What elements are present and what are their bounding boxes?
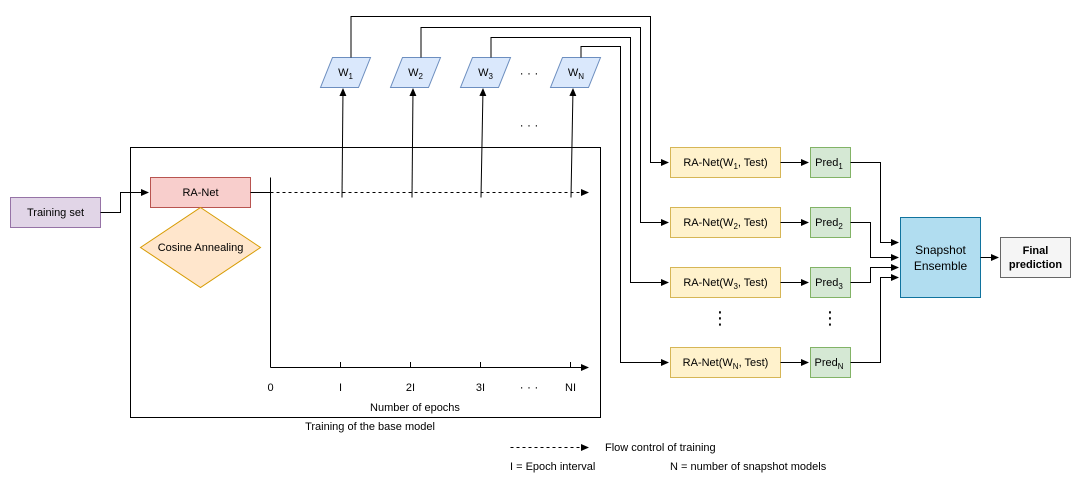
weight-label-1: W1 bbox=[338, 67, 353, 81]
model-ellipsis: ⋮ bbox=[711, 308, 729, 328]
model-label-n: RA-Net(WN, Test) bbox=[683, 357, 769, 371]
tick-label-0: 0 bbox=[267, 382, 273, 394]
snapshot-ellipsis: · · · bbox=[520, 118, 539, 132]
tick-label-1: I bbox=[339, 382, 342, 394]
training-set-label: Training set bbox=[27, 207, 84, 219]
model-node-2 bbox=[670, 207, 781, 238]
axis-tick-marks bbox=[340, 362, 571, 368]
model-node-n bbox=[670, 347, 781, 378]
weight-label-n: WN bbox=[568, 67, 584, 81]
model-node-1 bbox=[670, 147, 781, 178]
final-prediction-label: Final prediction bbox=[1009, 245, 1062, 271]
tick-label-3: 3I bbox=[476, 382, 485, 394]
pred-label-3: Pred3 bbox=[815, 277, 843, 291]
pred-to-ensemble-arrows bbox=[850, 162, 899, 363]
snapshot-arrows bbox=[339, 88, 577, 198]
pred-label-1: Pred1 bbox=[815, 157, 843, 171]
weight-label-3: W3 bbox=[478, 67, 493, 81]
weight-node-2 bbox=[389, 57, 442, 88]
tick-ellipsis: · · · bbox=[520, 380, 539, 394]
legend-interval: I = Epoch interval bbox=[510, 461, 595, 473]
cosine-annealing-label: Cosine Annealing bbox=[158, 242, 244, 254]
model-label-2: RA-Net(W2, Test) bbox=[683, 217, 767, 231]
weight-node-n bbox=[549, 57, 602, 88]
snapshot-ensemble-label: Snapshot Ensemble bbox=[914, 243, 968, 273]
weight-ellipsis: · · · bbox=[520, 66, 539, 80]
pred-node-1 bbox=[810, 147, 851, 178]
model-label-1: RA-Net(W1, Test) bbox=[683, 157, 767, 171]
legend-n-models: N = number of snapshot models bbox=[670, 461, 827, 473]
pred-ellipsis: ⋮ bbox=[821, 308, 839, 328]
base-model-box bbox=[130, 147, 601, 418]
weight-node-3 bbox=[459, 57, 512, 88]
tick-label-2: 2I bbox=[406, 382, 415, 394]
model-node-3 bbox=[670, 267, 781, 298]
tick-label-n: NI bbox=[565, 382, 576, 394]
base-model-caption: Training of the base model bbox=[305, 421, 435, 433]
weight-to-model-routes bbox=[350, 16, 669, 366]
model-to-pred-arrows bbox=[780, 159, 809, 366]
edge-training-to-ranet bbox=[100, 189, 149, 213]
final-prediction-node bbox=[1000, 237, 1071, 278]
ra-net-node bbox=[150, 177, 251, 208]
cosine-annealing-node bbox=[139, 206, 262, 289]
training-set-node bbox=[10, 197, 101, 228]
weight-node-1 bbox=[319, 57, 372, 88]
pred-label-n: PredN bbox=[814, 357, 843, 371]
model-label-3: RA-Net(W3, Test) bbox=[683, 277, 767, 291]
ra-net-label: RA-Net bbox=[182, 187, 218, 199]
snapshot-ensemble-node bbox=[900, 217, 981, 298]
x-axis-label: Number of epochs bbox=[370, 402, 460, 414]
pred-label-2: Pred2 bbox=[815, 217, 843, 231]
weight-label-2: W2 bbox=[408, 67, 423, 81]
legend-flow-label: Flow control of training bbox=[605, 442, 716, 454]
pred-node-n bbox=[810, 347, 851, 378]
